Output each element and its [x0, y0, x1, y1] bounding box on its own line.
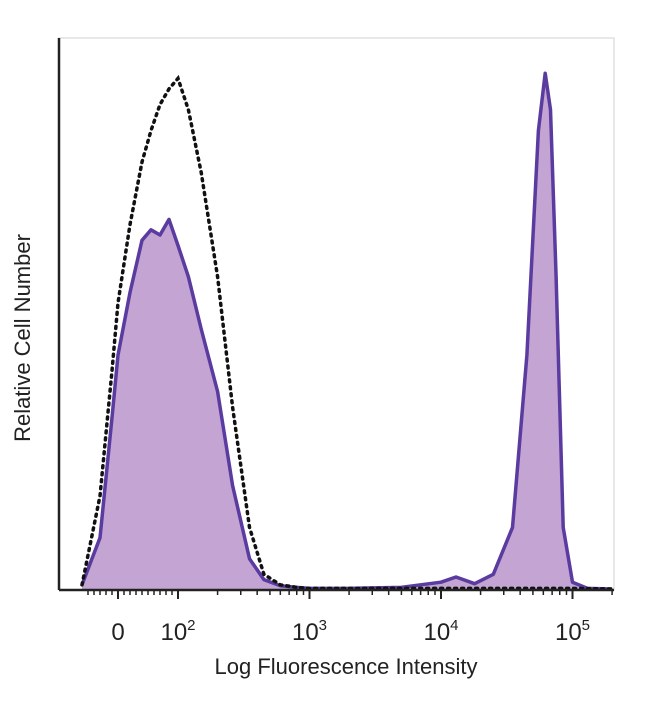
- stained-histogram-fill: [82, 73, 613, 590]
- x-tick-label: 0: [111, 619, 124, 646]
- x-tick-label-base: 10: [292, 619, 319, 646]
- y-axis-title: Relative Cell Number: [10, 234, 35, 442]
- x-tick-label: 105: [555, 617, 590, 646]
- x-tick-label: 102: [160, 617, 195, 646]
- x-tick-label-base: 10: [423, 619, 450, 646]
- control-histogram-dotted-line: [80, 74, 614, 591]
- x-tick-label-base: 10: [160, 619, 187, 646]
- x-tick-label: 103: [292, 617, 327, 646]
- x-tick-label-base: 10: [555, 619, 582, 646]
- x-axis-title: Log Fluorescence Intensity: [215, 654, 478, 679]
- series-layer: [80, 71, 614, 591]
- x-tick-label-exponent: 4: [450, 617, 458, 634]
- x-tick-label-exponent: 5: [582, 617, 590, 634]
- x-tick-label-base: 0: [111, 619, 124, 646]
- x-tick-label-exponent: 3: [319, 617, 327, 634]
- x-tick-label: 104: [423, 617, 458, 646]
- x-tick-label-exponent: 2: [187, 617, 195, 634]
- tick-layer: 0 102 103 104 105: [87, 590, 613, 646]
